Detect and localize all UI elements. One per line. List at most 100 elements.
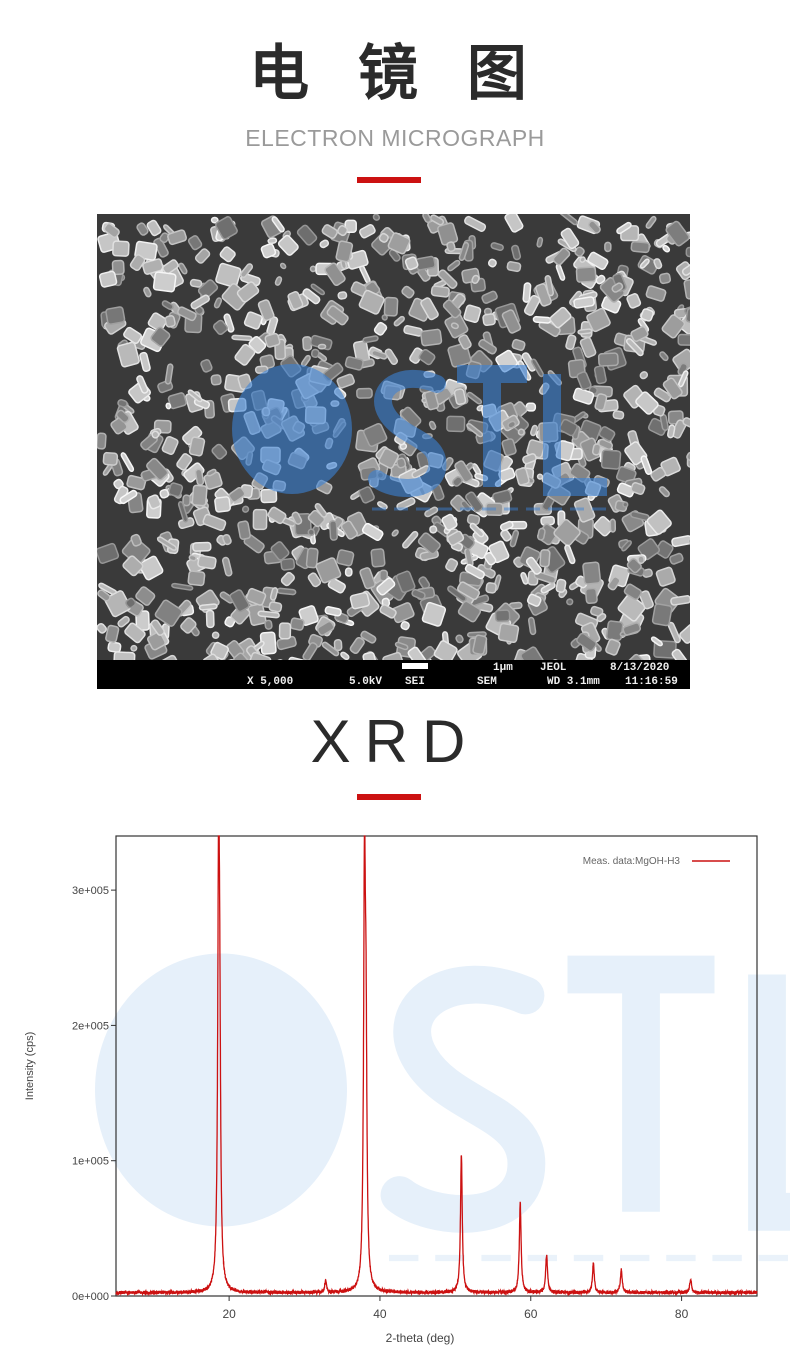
particle: [400, 406, 422, 429]
particle: [260, 488, 278, 504]
particle: [651, 603, 673, 627]
plot-frame: [115, 835, 758, 1297]
particle: [379, 604, 397, 619]
particle: [506, 261, 522, 273]
particle: [630, 481, 646, 495]
particle: [177, 501, 189, 523]
particle: [593, 515, 615, 537]
particle: [553, 519, 581, 547]
x-tick-label: 60: [524, 1307, 538, 1321]
particle: [178, 262, 188, 275]
particle: [586, 307, 611, 333]
particle: [579, 256, 586, 263]
particle: [280, 557, 296, 571]
particle: [573, 296, 595, 309]
particle: [572, 387, 595, 405]
particle: [555, 578, 567, 593]
particle: [584, 587, 598, 605]
particle: [453, 388, 467, 406]
particle: [143, 286, 152, 298]
particle: [387, 232, 411, 255]
particle: [321, 641, 340, 657]
particle: [418, 348, 436, 366]
particle: [335, 240, 354, 263]
particle: [188, 436, 206, 457]
particle: [287, 656, 306, 660]
particle: [371, 349, 388, 360]
particle: [164, 315, 176, 328]
particle: [382, 651, 405, 660]
particle: [340, 651, 350, 660]
sem-magnification: X 5,000: [247, 676, 294, 688]
y-axis-label: Intensity (cps): [24, 1032, 36, 1100]
particle: [564, 544, 576, 565]
particle: [446, 530, 465, 547]
particle: [420, 328, 443, 347]
particle: [378, 232, 389, 243]
particle: [159, 488, 170, 499]
particle: [540, 582, 556, 594]
particle: [154, 599, 183, 627]
particle: [558, 214, 578, 226]
particle: [487, 258, 497, 268]
particle: [630, 240, 651, 254]
particle: [136, 222, 149, 236]
particle: [267, 506, 287, 525]
particle: [407, 646, 427, 660]
particle: [609, 518, 617, 533]
x-axis-label: 2-theta (deg): [386, 1331, 455, 1345]
particle: [650, 466, 667, 482]
particle: [593, 365, 607, 385]
particle: [194, 468, 205, 486]
particle: [344, 567, 353, 577]
particle: [417, 532, 441, 555]
particle: [464, 215, 487, 232]
particle: [202, 513, 227, 531]
watermark-logo: [95, 953, 790, 1262]
sem-maker: JEOL: [540, 662, 567, 674]
particle: [190, 294, 210, 310]
particle: [234, 343, 256, 366]
particle: [494, 609, 511, 623]
particle: [112, 240, 130, 257]
particle: [539, 549, 551, 568]
particle: [544, 275, 554, 297]
particle: [463, 304, 482, 324]
particle: [358, 289, 385, 315]
particle: [142, 258, 164, 275]
particle: [520, 571, 529, 585]
particle: [383, 296, 399, 317]
particle: [536, 473, 544, 480]
particle: [296, 224, 318, 246]
particle: [384, 348, 399, 365]
particle: [287, 291, 304, 310]
section-title-electron-micrograph: 电 镜 图: [249, 39, 541, 109]
particle: [164, 363, 174, 385]
watermark-logo-graphic: [232, 364, 607, 511]
particle: [445, 558, 459, 572]
sem-image: [97, 214, 690, 660]
particle: [162, 259, 179, 275]
particle: [111, 259, 125, 276]
title-divider: [357, 177, 421, 183]
sem-date: 8/13/2020: [610, 662, 670, 674]
particle: [483, 551, 497, 566]
particle: [458, 334, 472, 350]
particle: [639, 590, 654, 610]
particle: [120, 452, 135, 472]
particle: [319, 239, 330, 249]
particle: [274, 276, 283, 286]
particle: [270, 541, 290, 561]
particle: [205, 609, 215, 629]
xrd-chart: 20 40 60 80 0e+000 1e+005 2e+005 3e+005 Meas. d…: [24, 835, 790, 1345]
particle: [264, 619, 273, 630]
particle: [511, 244, 522, 261]
particle: [239, 263, 254, 278]
particle: [362, 422, 388, 447]
particle: [202, 653, 220, 660]
particle: [576, 632, 597, 652]
particle: [327, 577, 346, 594]
section-title-xrd: XRD: [310, 708, 480, 775]
title-divider: [357, 794, 421, 800]
particle: [536, 236, 544, 248]
